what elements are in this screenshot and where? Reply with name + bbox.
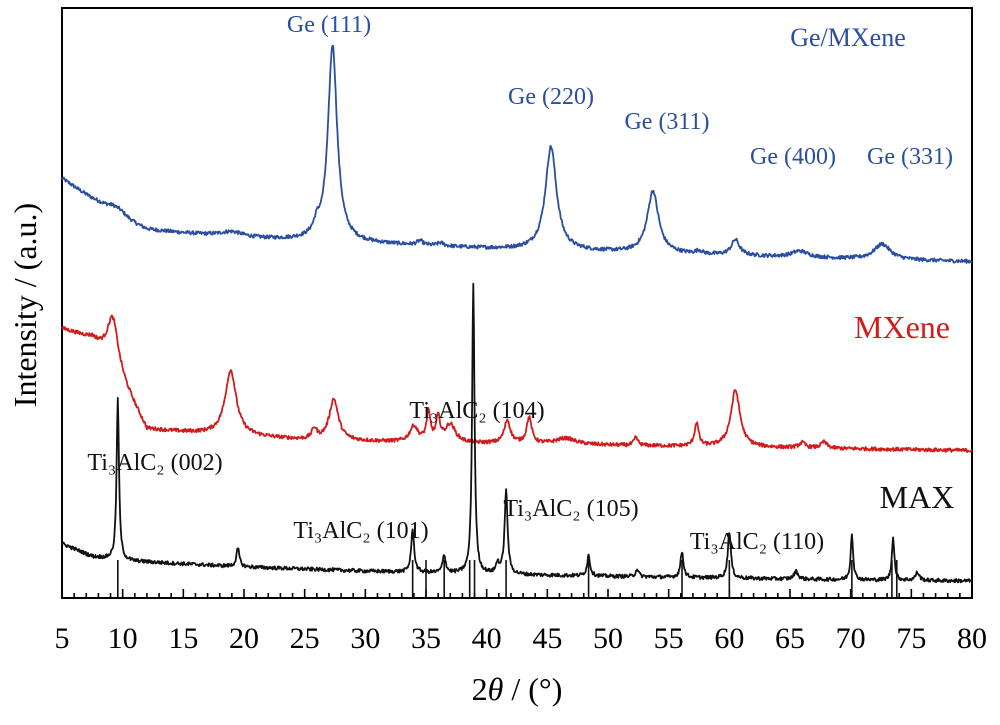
x-tick-label: 80 xyxy=(957,622,987,655)
plot-frame xyxy=(61,7,973,599)
x-tick-label: 20 xyxy=(229,622,259,655)
x-axis-title: 2θ / (°) xyxy=(472,671,563,707)
series-label-max: MAX xyxy=(880,479,955,515)
series-line-ge-mxene xyxy=(61,44,973,264)
peak-label: Ge (220) xyxy=(508,84,594,110)
axes-group: 5 10 15 20 25 30 35 40 45 50 55 60 65 70 75 80 2θ / (°) I… xyxy=(7,7,987,707)
x-tick-label: 5 xyxy=(55,622,70,655)
x-tick-label: 30 xyxy=(350,622,380,655)
x-tick-label: 75 xyxy=(896,622,926,655)
series-label-mxene: MXene xyxy=(854,309,950,345)
peak-label: Ge (111) xyxy=(287,12,371,38)
labels-group: Ge/MXene MXene MAX Ge (111) Ge (220) Ge (311)… xyxy=(87,12,954,555)
series-group xyxy=(61,44,973,598)
x-tick-label: 70 xyxy=(836,622,866,655)
peak-label: Ge (331) xyxy=(867,144,953,170)
x-tick-label: 15 xyxy=(168,622,198,655)
x-tick-label: 25 xyxy=(290,622,320,655)
series-line-mxene xyxy=(61,314,973,454)
peak-label: Ti₃AlC₂ (101) xyxy=(293,518,428,544)
peak-label: Ge (400) xyxy=(750,144,836,170)
x-tick-label: 50 xyxy=(593,622,623,655)
x-tick-label: 60 xyxy=(714,622,744,655)
peak-label: Ge (311) xyxy=(624,109,709,135)
x-tick-label: 45 xyxy=(532,622,562,655)
peak-label: Ti₃AlC₂ (104) xyxy=(409,398,544,424)
peak-label: Ti₃AlC₂ (002) xyxy=(87,450,222,476)
series-line-max xyxy=(61,282,973,584)
x-tick-label: 35 xyxy=(411,622,441,655)
x-tick-label: 10 xyxy=(108,622,138,655)
peak-label: Ti₃AlC₂ (110) xyxy=(690,529,824,555)
x-tick-label: 55 xyxy=(654,622,684,655)
x-tick-label: 65 xyxy=(775,622,805,655)
y-axis-title: Intensity / (a.u.) xyxy=(7,203,43,407)
series-label-ge-mxene: Ge/MXene xyxy=(790,23,906,52)
x-tick-label: 40 xyxy=(472,622,502,655)
peak-label: Ti₃AlC₂ (105) xyxy=(503,496,638,522)
